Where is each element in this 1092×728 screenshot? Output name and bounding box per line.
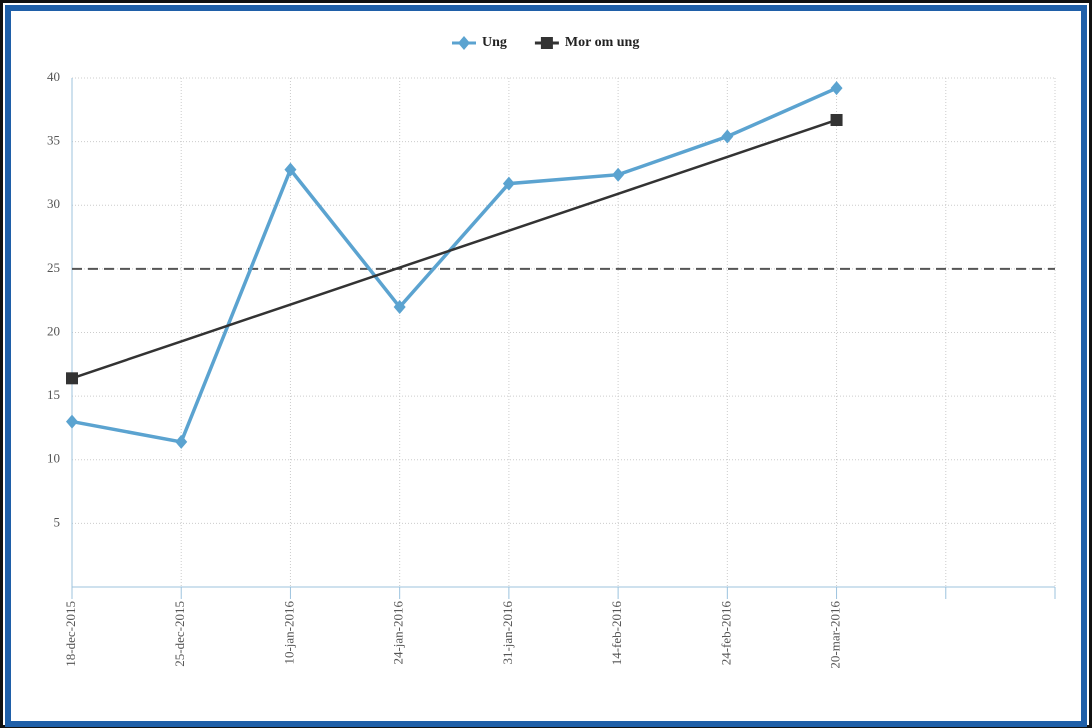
x-tick-label: 25-dec-2015	[172, 601, 187, 667]
x-tick-label: 20-mar-2016	[828, 601, 843, 669]
data-point	[175, 434, 188, 449]
y-tick-label: 35	[47, 133, 60, 148]
legend-marker	[458, 36, 470, 50]
series-line	[71, 86, 838, 444]
x-tick-label: 14-feb-2016	[609, 601, 624, 666]
data-point	[612, 167, 625, 182]
x-tick-label: 10-jan-2016	[281, 601, 296, 665]
x-tick-label: 18-dec-2015	[63, 601, 78, 667]
legend-marker	[540, 37, 553, 49]
legend-text: Ung	[482, 35, 507, 50]
y-tick-label: 40	[47, 69, 60, 84]
x-tick-label: 24-jan-2016	[391, 601, 406, 665]
y-tick-label: 5	[54, 514, 61, 529]
data-point	[66, 414, 78, 429]
data-point	[830, 81, 843, 96]
data-point	[721, 129, 734, 144]
y-tick-label: 20	[47, 323, 60, 338]
y-tick-label: 25	[47, 260, 60, 275]
data-point	[502, 176, 515, 191]
data-point	[66, 372, 78, 385]
inner-frame	[5, 5, 1087, 727]
y-tick-label: 10	[47, 451, 60, 466]
data-point	[284, 162, 297, 177]
legend-text: Mor om ung	[565, 35, 639, 50]
y-tick-label: 30	[47, 196, 60, 211]
x-tick-label: 24-feb-2016	[718, 601, 733, 666]
y-tick-label: 15	[47, 387, 60, 402]
data-point	[393, 300, 406, 315]
series-line	[71, 118, 837, 380]
data-point	[830, 113, 843, 126]
x-tick-label: 31-jan-2016	[500, 601, 515, 665]
